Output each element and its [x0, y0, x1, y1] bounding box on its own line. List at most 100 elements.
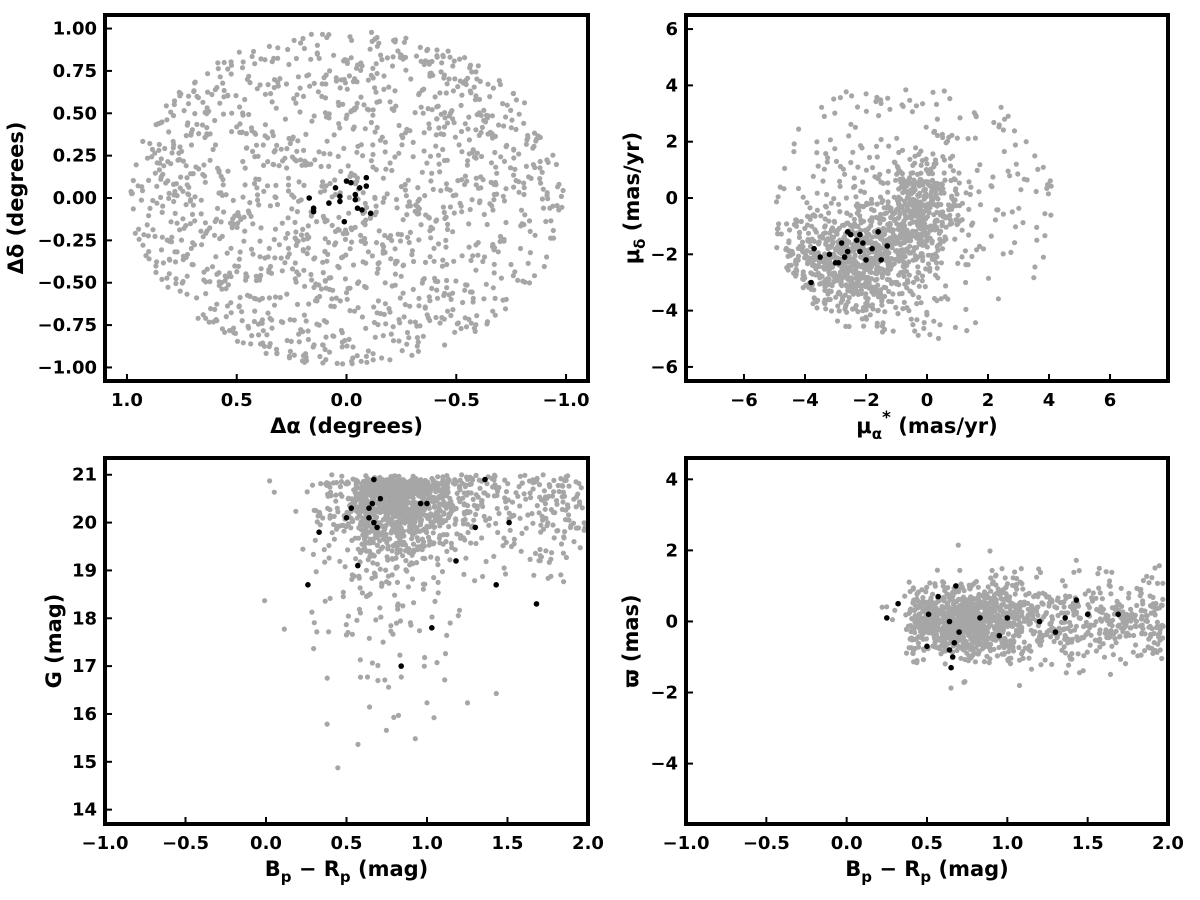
- field-star-point: [822, 287, 828, 293]
- field-star-point: [154, 259, 160, 265]
- field-star-point: [540, 186, 546, 192]
- field-star-point: [159, 234, 165, 240]
- field-star-point: [456, 485, 463, 491]
- field-star-point: [974, 247, 980, 253]
- field-star-point: [446, 292, 452, 298]
- field-star-point: [188, 142, 195, 148]
- field-star-point: [351, 308, 358, 314]
- field-star-point: [513, 178, 519, 184]
- field-star-point: [507, 527, 513, 533]
- field-star-point: [1095, 571, 1101, 577]
- field-star-point: [440, 257, 446, 263]
- field-star-point: [837, 183, 843, 189]
- field-star-point: [225, 66, 231, 72]
- field-star-point: [523, 496, 529, 502]
- field-star-point: [389, 517, 395, 523]
- field-star-point: [807, 205, 813, 211]
- field-star-point: [240, 112, 246, 118]
- x-tick-label: 0.0: [331, 390, 363, 411]
- field-star-point: [820, 178, 826, 184]
- field-star-point: [855, 281, 861, 287]
- field-star-point: [422, 654, 428, 661]
- field-star-point: [362, 502, 368, 508]
- field-star-point: [513, 97, 520, 103]
- field-star-point: [1002, 116, 1008, 122]
- field-star-point: [516, 484, 522, 490]
- field-star-point: [925, 204, 932, 211]
- field-star-point: [212, 87, 218, 93]
- field-star-point: [295, 74, 301, 80]
- field-star-point: [355, 143, 361, 149]
- field-star-point: [192, 194, 198, 200]
- field-star-point: [281, 626, 287, 632]
- field-star-point: [815, 263, 821, 269]
- field-star-point: [1086, 588, 1092, 594]
- field-star-point: [400, 496, 406, 502]
- field-star-point: [995, 296, 1002, 302]
- field-star-point: [895, 255, 901, 261]
- field-star-point: [926, 209, 932, 216]
- field-star-point: [346, 336, 352, 342]
- field-star-point: [874, 323, 880, 329]
- field-star-point: [247, 80, 253, 86]
- field-star-point: [434, 483, 440, 489]
- field-star-point: [515, 277, 521, 283]
- field-star-point: [488, 160, 495, 166]
- field-star-point: [776, 221, 782, 227]
- field-star-point: [364, 359, 370, 365]
- field-star-point: [885, 189, 891, 195]
- field-star-point: [416, 295, 422, 301]
- field-star-point: [409, 576, 416, 582]
- field-star-point: [183, 223, 189, 229]
- field-star-point: [423, 485, 429, 491]
- field-star-point: [525, 512, 531, 518]
- field-star-point: [882, 231, 888, 237]
- field-star-point: [434, 47, 440, 53]
- field-star-point: [326, 275, 332, 281]
- field-star-point: [881, 284, 887, 290]
- field-star-point: [229, 225, 235, 231]
- field-star-point: [866, 154, 873, 160]
- field-star-point: [414, 488, 420, 494]
- field-star-point: [915, 264, 921, 270]
- field-star-point: [418, 222, 424, 228]
- field-star-point: [1023, 139, 1029, 145]
- field-star-point: [990, 174, 996, 180]
- field-star-point: [957, 115, 963, 121]
- field-star-point: [1150, 594, 1156, 601]
- field-star-point: [537, 553, 543, 559]
- field-star-point: [400, 217, 406, 223]
- field-star-point: [330, 480, 337, 486]
- field-star-point: [402, 302, 408, 308]
- field-star-point: [556, 488, 562, 495]
- field-star-point: [466, 137, 472, 143]
- field-star-point: [341, 145, 347, 151]
- field-star-point: [869, 219, 875, 225]
- field-star-point: [162, 145, 168, 152]
- field-star-point: [405, 203, 411, 209]
- field-star-point: [354, 478, 360, 484]
- field-star-point: [473, 155, 479, 161]
- field-star-point: [516, 151, 522, 157]
- field-star-point: [473, 511, 479, 518]
- field-star-point: [287, 317, 293, 323]
- field-star-point: [229, 110, 235, 116]
- field-star-point: [185, 101, 192, 107]
- field-star-point: [319, 31, 326, 37]
- field-star-point: [354, 149, 360, 155]
- field-star-point: [934, 265, 940, 271]
- field-star-point: [356, 493, 362, 499]
- field-star-point: [354, 515, 360, 521]
- field-star-point: [418, 519, 424, 525]
- field-star-point: [317, 189, 324, 195]
- field-star-point: [501, 535, 507, 541]
- field-star-point: [220, 111, 227, 117]
- x-tick-label: 0.5: [331, 833, 363, 854]
- field-star-point: [145, 233, 151, 239]
- field-star-point: [980, 246, 987, 252]
- field-star-point: [890, 261, 896, 267]
- field-star-point: [445, 476, 451, 482]
- field-star-point: [383, 491, 389, 497]
- field-star-point: [327, 595, 333, 602]
- field-star-point: [870, 306, 876, 312]
